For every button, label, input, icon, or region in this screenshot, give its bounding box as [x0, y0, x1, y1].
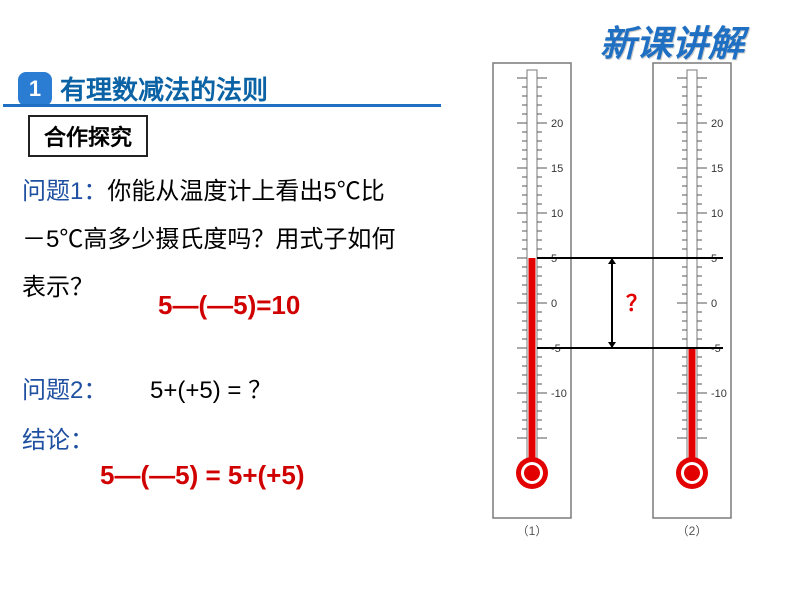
section-underline [3, 104, 441, 107]
q1-line1: 你能从温度计上看出5℃比 [107, 178, 384, 205]
conclusion-label: 结论： [22, 420, 94, 455]
svg-text:15: 15 [711, 163, 723, 175]
section-row: 1 有理数减法的法则 [18, 70, 268, 107]
svg-text:-10: -10 [711, 388, 727, 400]
thermometer-diagram: -10-505101520（1）-10-505101520（2）？ [462, 58, 752, 548]
q2-equation: 5+(+5) = ？ [150, 370, 272, 405]
q2-label: 问题2： [22, 370, 107, 405]
svg-text:0: 0 [551, 298, 557, 310]
section-title: 有理数减法的法则 [60, 70, 268, 107]
conclusion-equation: 5—(—5) = 5+(+5) [100, 460, 304, 491]
svg-text:20: 20 [551, 118, 563, 130]
svg-text:（1）: （1） [517, 524, 548, 538]
thermo-svg: -10-505101520（1）-10-505101520（2）？ [462, 58, 752, 548]
svg-text:10: 10 [551, 208, 563, 220]
q1-line3: 表示？ [22, 274, 94, 301]
q1-label: 问题1： [22, 178, 107, 205]
q1-line2: －5℃高多少摄氏度吗？用式子如何 [22, 226, 395, 253]
section-badge: 1 [18, 72, 52, 106]
svg-text:-10: -10 [551, 388, 567, 400]
q1-equation: 5—(—5)=10 [158, 290, 300, 321]
svg-text:（2）: （2） [677, 524, 708, 538]
svg-text:？: ？ [626, 291, 648, 316]
svg-text:20: 20 [711, 118, 723, 130]
svg-text:10: 10 [711, 208, 723, 220]
subbox-label: 合作探究 [28, 115, 148, 157]
svg-text:15: 15 [551, 163, 563, 175]
svg-text:0: 0 [711, 298, 717, 310]
